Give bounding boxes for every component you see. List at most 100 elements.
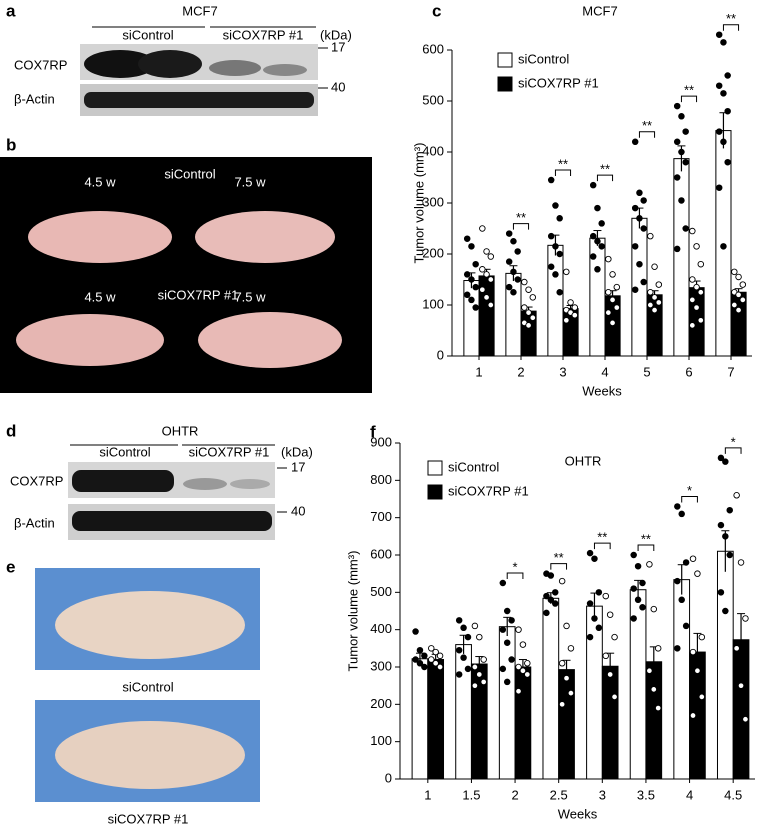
data-point	[563, 622, 570, 630]
data-point	[651, 294, 658, 301]
data-point	[525, 286, 532, 293]
data-point	[460, 624, 467, 632]
data-point	[674, 503, 681, 510]
significance-label: **	[642, 118, 652, 133]
data-point	[436, 663, 444, 671]
y-axis-label: Tumor volume (mm³)	[345, 551, 360, 672]
data-point	[468, 276, 475, 283]
data-point	[503, 639, 511, 646]
data-point	[499, 665, 507, 673]
data-point	[720, 138, 727, 146]
data-point	[733, 492, 740, 499]
data-point	[606, 671, 614, 678]
group-label: siCOX7RP #1	[158, 287, 239, 302]
data-point	[720, 39, 727, 46]
significance-bracket	[512, 223, 530, 230]
bar	[716, 550, 734, 780]
data-point	[611, 693, 618, 701]
x-tick-label: 7	[727, 364, 734, 379]
x-tick-label: 4.5	[724, 787, 742, 802]
data-point	[543, 592, 550, 600]
data-point	[697, 289, 705, 296]
panel-letter: c	[432, 1, 441, 20]
data-point	[567, 299, 574, 306]
data-point	[563, 674, 570, 682]
data-point	[455, 617, 463, 624]
data-point	[689, 296, 696, 304]
data-point	[598, 243, 605, 250]
data-point	[547, 596, 555, 604]
significance-label: **	[641, 531, 651, 546]
legend-label: siControl	[518, 51, 569, 66]
y-tick-label: 400	[422, 143, 444, 158]
data-point	[609, 296, 616, 304]
data-point	[694, 570, 701, 577]
data-point	[636, 215, 643, 222]
data-point	[514, 276, 521, 283]
data-point	[483, 271, 490, 278]
y-tick-label: 0	[437, 347, 444, 362]
y-tick-label: 600	[370, 546, 392, 561]
legend-label: siCOX7RP #1	[518, 75, 599, 90]
legend-swatch	[497, 52, 513, 68]
data-point	[476, 633, 483, 641]
data-point	[463, 235, 471, 242]
significance-bracket	[680, 95, 698, 103]
blot-band	[72, 511, 272, 531]
data-point	[472, 304, 479, 311]
y-tick-label: 100	[370, 733, 392, 748]
data-point	[510, 237, 517, 245]
data-point	[640, 197, 647, 204]
data-point	[731, 301, 738, 309]
data-point	[487, 301, 495, 309]
data-point	[605, 289, 612, 296]
group-label: siCOX7RP #1	[189, 444, 270, 459]
data-point	[471, 622, 479, 630]
bar	[455, 644, 472, 780]
data-point	[499, 579, 507, 587]
data-point	[483, 248, 490, 255]
data-point	[552, 271, 559, 278]
data-point	[499, 626, 507, 633]
data-point	[525, 322, 532, 329]
bar	[558, 669, 575, 780]
data-point	[558, 701, 566, 708]
data-point	[586, 549, 594, 557]
data-point	[463, 271, 471, 278]
x-tick-label: 3.5	[637, 787, 655, 802]
significance-label: **	[554, 550, 564, 565]
data-point	[606, 611, 614, 618]
bar	[673, 579, 691, 780]
legend-swatch	[427, 484, 443, 500]
data-point	[715, 82, 723, 89]
significance-bracket	[593, 542, 611, 550]
bar	[498, 626, 516, 780]
x-tick-label: 2	[517, 364, 524, 379]
data-point	[737, 559, 745, 566]
data-point	[529, 294, 537, 301]
bar	[673, 158, 690, 357]
data-point	[464, 633, 472, 641]
significance-bracket	[638, 131, 656, 138]
data-point	[428, 645, 435, 652]
mouse	[28, 211, 172, 263]
y-tick-label: 600	[422, 41, 444, 56]
significance-label: *	[687, 483, 692, 498]
data-point	[673, 174, 681, 181]
data-point	[463, 291, 471, 299]
significance-label: **	[684, 83, 694, 98]
data-point	[464, 665, 472, 673]
data-point	[480, 656, 487, 663]
data-point	[524, 671, 531, 678]
data-point	[558, 660, 566, 667]
data-point	[598, 220, 605, 227]
data-point	[605, 309, 612, 316]
data-point	[693, 243, 700, 250]
data-point	[678, 510, 685, 518]
significance-label: *	[731, 434, 736, 449]
data-point	[471, 663, 479, 671]
data-point	[693, 283, 700, 291]
x-tick-label: 1	[424, 787, 431, 802]
data-point	[510, 289, 517, 296]
